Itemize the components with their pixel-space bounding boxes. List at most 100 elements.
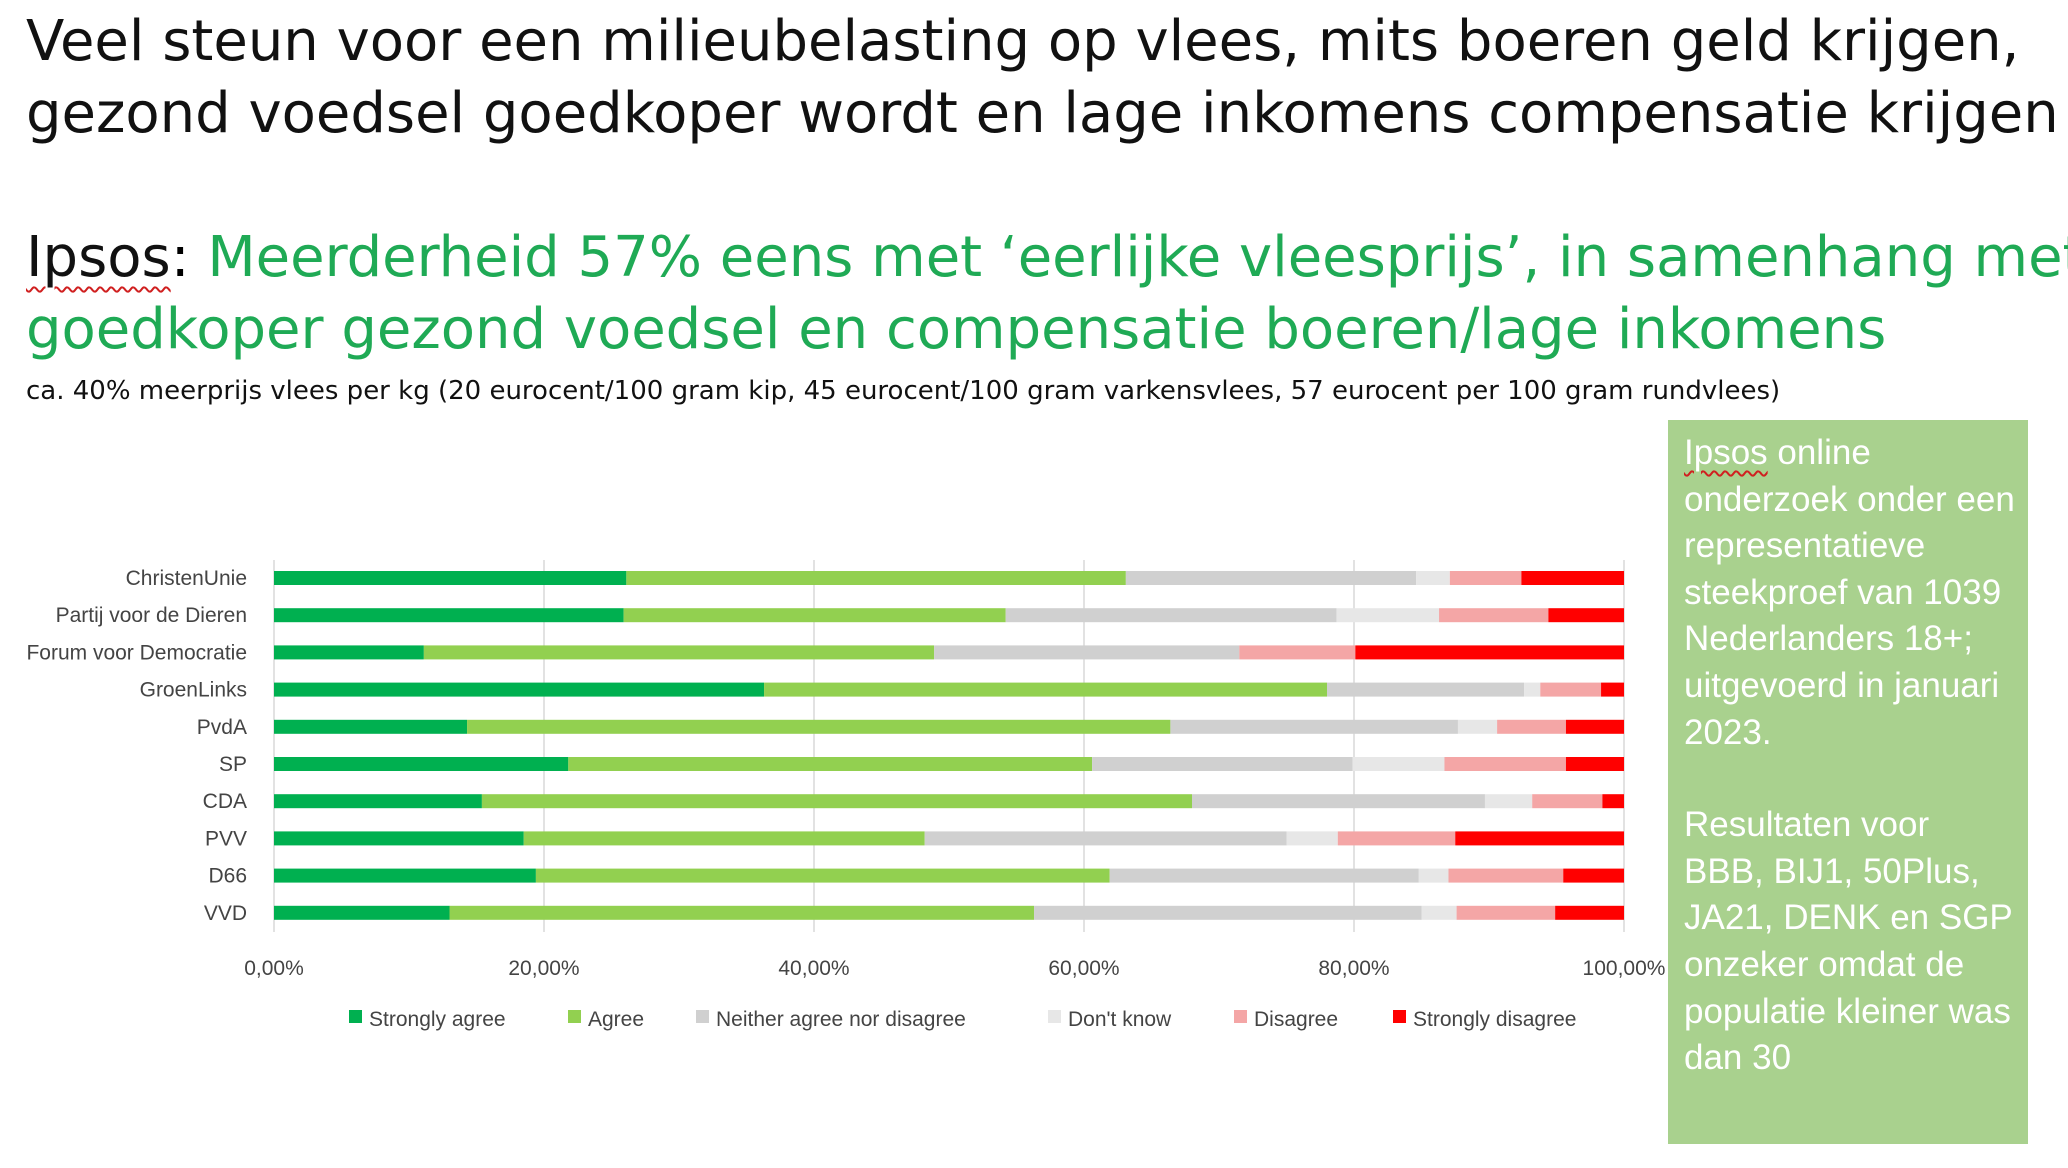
bar-row-cda [274,794,1624,809]
bar-pvv-strongly-disagree [1455,831,1624,846]
legend-item-agree: Agree [568,1008,644,1031]
bar-row-partij-voor-de-dieren [274,608,1624,623]
subtitle-line-1: Ipsos: Meerderheid 57% eens met ‘eerlijk… [26,222,2068,294]
bar-christenunie-neither-agree-nor-disagree [1125,571,1417,585]
legend-swatch-strongly-agree [349,1010,362,1023]
bar-groenlinks-neither-agree-nor-disagree [1327,682,1525,697]
bar-row-d66 [274,868,1624,883]
bar-pvv-don-t-know [1286,831,1338,846]
legend-label-disagree: Disagree [1254,1008,1338,1031]
chart-legend: Strongly agree Agree Neither agree nor dis… [349,1008,1576,1031]
legend-swatch-strongly-disagree [1393,1010,1406,1023]
x-tick-label-1: 20,00% [508,957,579,980]
bar-vvd-strongly-agree [274,905,450,920]
bar-sp-neither-agree-nor-disagree [1092,757,1353,771]
legend-item-neither-agree-nor-disagree: Neither agree nor disagree [696,1008,966,1031]
bar-cda-don-t-know [1484,794,1533,809]
bar-d66-strongly-agree [274,868,536,883]
bar-vvd-strongly-disagree [1555,905,1624,920]
category-label-forum-voor-democratie: Forum voor Democratie [26,641,247,664]
title-line-1: Veel steun voor een milieubelasting op v… [26,9,2020,74]
bar-pvda-agree [467,719,1171,734]
bar-groenlinks-strongly-disagree [1601,682,1624,697]
methodology-caveat: Resultaten voor BBB, BIJ1, 50Plus, JA21,… [1684,805,2013,1078]
bar-pvv-strongly-agree [274,831,524,846]
bar-forum-voor-democratie-strongly-disagree [1355,645,1624,660]
bar-groenlinks-don-t-know [1524,682,1541,697]
stacked-bar-chart: ChristenUnie Partij voor de Dieren Forum v… [26,560,1665,1031]
bar-groenlinks-disagree [1540,682,1602,697]
bar-partij-voor-de-dieren-don-t-know [1336,608,1440,623]
bar-sp-agree [568,757,1093,771]
bar-row-forum-voor-democratie [274,645,1624,660]
bar-partij-voor-de-dieren-neither-agree-nor-disagree [1005,608,1337,623]
bar-vvd-disagree [1456,905,1556,920]
bar-vvd-agree [449,905,1035,920]
bar-row-vvd [274,905,1624,920]
bar-christenunie-strongly-agree [274,571,627,585]
bar-partij-voor-de-dieren-strongly-disagree [1548,608,1624,623]
subtitle-headline-2: goedkoper gezond voedsel en compensatie … [26,297,1887,362]
category-label-sp: SP [219,753,247,776]
bar-vvd-don-t-know [1421,905,1457,920]
bar-pvv-neither-agree-nor-disagree [924,831,1287,846]
bar-d66-neither-agree-nor-disagree [1109,868,1419,883]
bar-cda-agree [481,794,1192,809]
bar-row-sp [274,757,1624,771]
bar-sp-strongly-agree [274,757,569,771]
bar-forum-voor-democratie-strongly-agree [274,645,424,660]
bar-pvv-disagree [1337,831,1456,846]
bar-pvv-agree [523,831,925,846]
category-label-partij-voor-de-dieren: Partij voor de Dieren [56,604,247,627]
category-label-pvda: PvdA [197,716,247,739]
category-label-christenunie: ChristenUnie [126,567,247,590]
methodology-box: Ipsos online onderzoek onder een represe… [1668,420,2028,1144]
bar-row-groenlinks [274,682,1624,697]
bar-row-pvda [274,719,1624,734]
legend-label-strongly-agree: Strongly agree [369,1008,506,1031]
bar-d66-don-t-know [1418,868,1449,883]
legend-swatch-agree [568,1010,581,1023]
bar-groenlinks-agree [764,682,1327,697]
bar-cda-disagree [1532,794,1603,809]
bar-pvda-strongly-agree [274,719,468,734]
legend-swatch-disagree [1234,1010,1247,1023]
bar-row-pvv [274,831,1624,846]
category-label-groenlinks: GroenLinks [140,679,247,702]
subtitle-source: Ipsos [26,225,171,290]
bar-d66-agree [535,868,1110,883]
bar-christenunie-disagree [1449,571,1522,585]
methodology-details: online onderzoek onder een representatie… [1684,433,2015,752]
bar-groenlinks-strongly-agree [274,682,765,697]
x-tick-label-2: 40,00% [778,957,849,980]
bar-partij-voor-de-dieren-strongly-agree [274,608,624,623]
bar-cda-neither-agree-nor-disagree [1192,794,1485,809]
legend-item-strongly-disagree: Strongly disagree [1393,1008,1576,1031]
bar-pvda-strongly-disagree [1565,719,1624,734]
bar-cda-strongly-agree [274,794,482,809]
subtitle-separator: : [170,225,208,290]
x-tick-label-3: 60,00% [1048,957,1119,980]
bar-pvda-disagree [1497,719,1566,734]
bar-d66-strongly-disagree [1563,868,1624,883]
bar-forum-voor-democratie-neither-agree-nor-disagree [934,645,1240,660]
x-tick-label-0: 0,00% [244,957,304,980]
page-title: Veel steun voor een milieubelasting op v… [26,6,2059,150]
x-tick-label-4: 80,00% [1318,957,1389,980]
bar-sp-disagree [1444,757,1566,771]
subtitle: Ipsos: Meerderheid 57% eens met ‘eerlijk… [26,222,2068,366]
bar-sp-don-t-know [1352,757,1445,771]
category-label-d66: D66 [208,865,247,888]
legend-item-strongly-agree: Strongly agree [349,1008,506,1031]
chart-x-tick-labels: 0,00% 20,00% 40,00% 60,00% 80,00% 100,00% [244,957,1665,980]
bar-partij-voor-de-dieren-agree [623,608,1006,623]
methodology-text: Ipsos online onderzoek onder een represe… [1684,430,2016,756]
legend-item-disagree: Disagree [1234,1008,1338,1031]
chart-bars [274,571,1624,920]
bar-partij-voor-de-dieren-disagree [1439,608,1549,623]
bar-christenunie-don-t-know [1416,571,1450,585]
bar-pvda-don-t-know [1457,719,1498,734]
price-note: ca. 40% meerprijs vlees per kg (20 euroc… [26,376,1781,406]
bar-christenunie-strongly-disagree [1521,571,1624,585]
x-tick-label-5: 100,00% [1583,957,1666,980]
